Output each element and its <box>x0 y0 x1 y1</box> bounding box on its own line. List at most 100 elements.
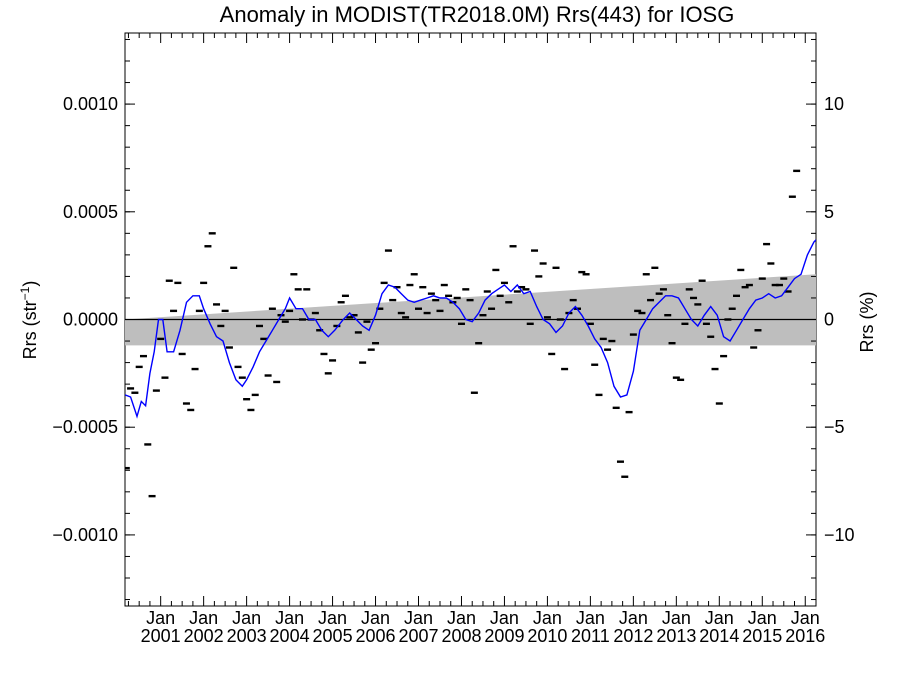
monthly-point <box>677 378 685 382</box>
monthly-point <box>599 337 607 341</box>
x-tick-label-year: 2001 <box>141 626 181 646</box>
monthly-point <box>341 294 349 298</box>
y-tick-label-right: 0 <box>824 310 834 330</box>
monthly-point <box>475 341 483 345</box>
monthly-point <box>500 281 508 285</box>
monthly-point <box>543 316 551 319</box>
monthly-point <box>561 367 569 371</box>
monthly-point <box>724 318 732 321</box>
monthly-point <box>651 266 659 270</box>
monthly-point <box>780 277 788 280</box>
monthly-point <box>243 398 251 401</box>
x-tick-label-year: 2007 <box>398 626 438 646</box>
monthly-point <box>178 352 186 356</box>
y-tick-label-left: −0.0010 <box>52 525 118 545</box>
monthly-point <box>139 354 147 358</box>
monthly-point <box>582 273 590 276</box>
monthly-point <box>745 283 753 287</box>
monthly-point <box>621 475 629 478</box>
monthly-point <box>505 301 513 304</box>
monthly-point <box>208 232 216 235</box>
monthly-point <box>281 320 289 323</box>
monthly-point <box>372 341 380 345</box>
monthly-point <box>771 283 779 287</box>
monthly-point <box>556 318 564 321</box>
monthly-point <box>363 320 371 323</box>
monthly-point <box>131 391 139 394</box>
x-tick-label-year: 2006 <box>356 626 396 646</box>
monthly-point <box>763 242 771 246</box>
monthly-point <box>324 372 332 375</box>
monthly-point <box>642 273 650 276</box>
monthly-point <box>337 301 345 304</box>
monthly-point <box>290 273 298 276</box>
monthly-point <box>182 402 190 405</box>
monthly-point <box>213 303 221 306</box>
monthly-point <box>423 311 431 315</box>
monthly-point <box>625 410 633 414</box>
plot-area: Jan2001Jan2002Jan2003Jan2004Jan2005Jan20… <box>52 0 855 646</box>
monthly-point <box>268 307 276 310</box>
monthly-point <box>526 322 534 326</box>
x-tick-label-month: Jan <box>662 608 691 628</box>
y-tick-label-left: 0.0010 <box>63 94 118 114</box>
x-tick-label-year: 2014 <box>699 626 739 646</box>
y-axis-label-left-main: Rrs (str <box>20 300 40 359</box>
monthly-point <box>445 294 453 298</box>
monthly-point <box>453 296 461 300</box>
x-tick-label-month: Jan <box>576 608 605 628</box>
y-axis-label-left: Rrs (str−1) <box>18 281 40 360</box>
monthly-point <box>191 367 199 371</box>
plot-content <box>125 0 816 498</box>
monthly-point <box>410 273 418 276</box>
x-tick-label-month: Jan <box>232 608 261 628</box>
monthly-point <box>539 262 547 265</box>
monthly-point <box>286 309 294 313</box>
monthly-point <box>125 466 130 470</box>
monthly-point <box>256 324 264 328</box>
smoothed-series-line <box>125 239 816 419</box>
x-tick-label-year: 2003 <box>227 626 267 646</box>
monthly-point <box>535 275 543 278</box>
x-tick-label-month: Jan <box>275 608 304 628</box>
monthly-point <box>797 0 804 2</box>
monthly-point <box>513 290 521 293</box>
x-tick-label-year: 2015 <box>742 626 782 646</box>
monthly-point <box>483 290 491 293</box>
monthly-point <box>754 329 762 332</box>
monthly-point <box>127 387 135 390</box>
monthly-point <box>419 285 427 289</box>
monthly-point <box>608 339 616 343</box>
x-tick-label-month: Jan <box>189 608 218 628</box>
monthly-point <box>367 348 375 351</box>
monthly-point <box>591 363 599 366</box>
monthly-point <box>702 322 710 326</box>
monthly-point <box>685 288 693 291</box>
y-tick-label-left: −0.0005 <box>52 417 118 437</box>
monthly-point <box>509 245 517 248</box>
monthly-point <box>741 285 749 289</box>
y-tick-label-right: 10 <box>824 94 844 114</box>
monthly-point <box>548 352 556 356</box>
x-tick-label-month: Jan <box>791 608 820 628</box>
x-tick-label-month: Jan <box>490 608 519 628</box>
monthly-point <box>170 309 178 313</box>
monthly-point <box>758 277 766 280</box>
monthly-point <box>333 324 341 328</box>
monthly-point <box>681 322 689 326</box>
y-axis-label-left-close: ) <box>20 281 40 287</box>
monthly-point <box>659 288 667 291</box>
monthly-point <box>238 376 246 379</box>
monthly-point <box>247 408 255 412</box>
monthly-point <box>595 393 603 397</box>
monthly-point <box>694 303 702 306</box>
monthly-point <box>672 376 680 379</box>
monthly-point <box>217 324 225 328</box>
monthly-point <box>802 0 809 2</box>
monthly-point <box>668 341 676 345</box>
monthly-point <box>436 309 444 313</box>
monthly-point <box>737 268 745 272</box>
x-tick-label-year: 2010 <box>527 626 567 646</box>
monthly-point <box>552 266 560 270</box>
